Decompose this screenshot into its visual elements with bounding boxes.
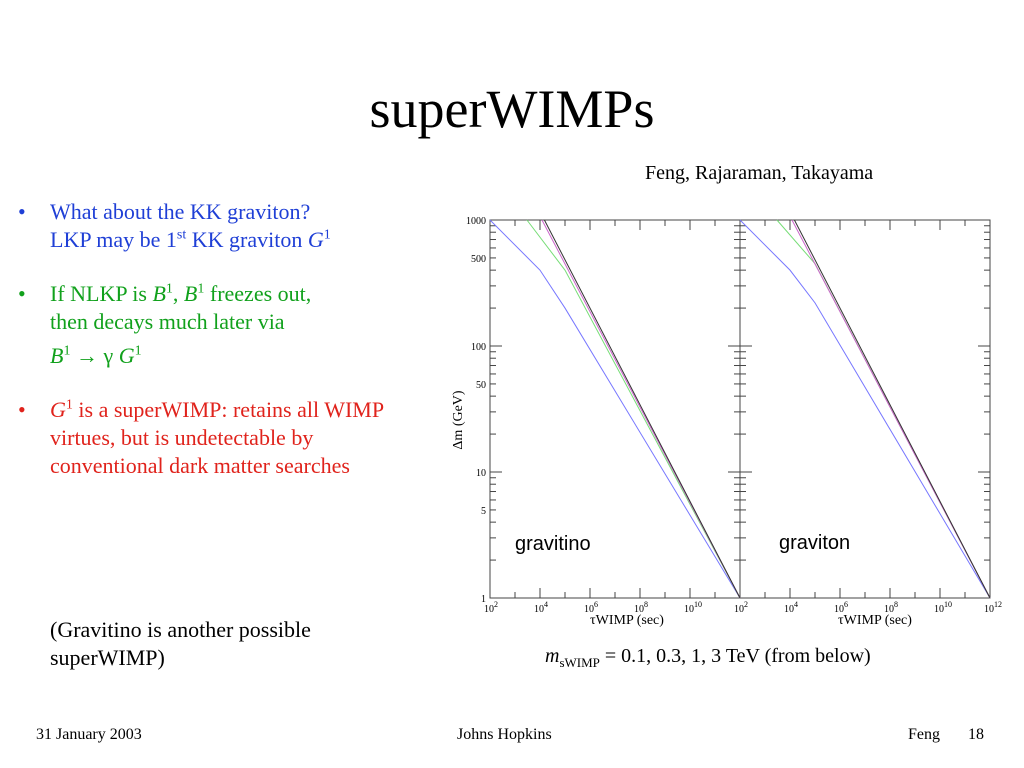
text: = 0.1, 0.3, 1, 3 TeV (from below) (599, 645, 871, 667)
author-credit: Feng, Rajaraman, Takayama (645, 162, 874, 184)
symbol: G (307, 227, 324, 252)
y-tick-label: 500 (471, 254, 486, 265)
bullet-marker: • (18, 199, 26, 224)
superscript: 1 (63, 343, 71, 359)
series-line-4 (543, 219, 741, 599)
y-axis-label: Δm (GeV) (451, 390, 466, 449)
footer-author: Feng (908, 726, 940, 743)
superscript: 1 (134, 343, 142, 359)
y-tick-label: 100 (471, 342, 486, 353)
bullet-kk-graviton: • What about the KK graviton? LKP may be… (18, 198, 418, 254)
y-tick-label: 1 (481, 594, 486, 605)
y-tick-label: 10 (476, 468, 486, 479)
y-tick-label: 5 (481, 506, 486, 517)
superscript: 1 (65, 397, 73, 413)
symbol: γ (103, 343, 114, 368)
x-tick-exponent: 8 (894, 600, 898, 609)
x-tick-label: 102 (484, 600, 498, 615)
bullet-list: • What about the KK graviton? LKP may be… (18, 198, 418, 506)
footer-venue: Johns Hopkins (457, 726, 552, 743)
x-tick-exponent: 12 (994, 600, 1002, 609)
text: KK graviton (186, 227, 308, 252)
arrow-icon: → (75, 343, 98, 368)
bullet-marker: • (18, 281, 26, 306)
x-tick-label: 1010 (684, 600, 702, 615)
x-tick-exponent: 10 (944, 600, 952, 609)
slide-title: superWIMPs (369, 79, 655, 139)
symbol: B (183, 281, 198, 306)
text: is a superWIMP: retains all WIMP virtues… (50, 397, 384, 478)
x-tick-label: 104 (534, 600, 548, 615)
superscript: 1 (165, 281, 173, 297)
x-tick-label: 104 (784, 600, 798, 615)
bullet-line: then decays much later via (50, 309, 285, 334)
x-tick-exponent: 4 (544, 600, 548, 609)
panel-label-graviton: graviton (779, 532, 851, 554)
bullet-marker: • (18, 397, 26, 422)
symbol: B (50, 343, 64, 368)
decay-formula: B1 → γ G1 (50, 342, 418, 370)
x-tick-exponent: 2 (744, 600, 748, 609)
panel-label-gravitino: gravitino (515, 533, 591, 555)
subscript: sWIMP (559, 655, 600, 670)
superscript: 1 (323, 227, 331, 243)
x-axis-label-right: τWIMP (sec) (838, 613, 912, 628)
plot-caption: msWIMP = 0.1, 0.3, 1, 3 TeV (from below) (545, 645, 871, 671)
text: LKP may be 1 (50, 227, 177, 252)
bullet-superwimp: • G1 is a superWIMP: retains all WIMP vi… (18, 396, 418, 480)
superscript: 1 (197, 281, 205, 297)
x-tick-exponent: 4 (794, 600, 798, 609)
bullet-line: G1 is a superWIMP: retains all WIMP virt… (50, 396, 418, 480)
plot-series (489, 219, 991, 599)
x-tick-exponent: 8 (644, 600, 648, 609)
text: , (172, 281, 184, 306)
text: freezes out, (204, 281, 312, 306)
symbol: m (545, 645, 560, 667)
x-axis-label-left: τWIMP (sec) (590, 613, 664, 628)
plot-ticks (489, 220, 991, 599)
bullet-line: What about the KK graviton? (50, 199, 311, 224)
text: If NLKP is (50, 281, 153, 306)
x-tick-exponent: 2 (494, 600, 498, 609)
series-line-4 (793, 219, 991, 599)
bullet-line: LKP may be 1st KK graviton G1 (50, 226, 418, 254)
symbol: G (118, 343, 135, 368)
y-tick-label: 50 (476, 380, 486, 391)
symbol: B (152, 281, 166, 306)
bullet-line: If NLKP is B1, B1 freezes out, (50, 280, 418, 308)
x-tick-exponent: 6 (844, 600, 848, 609)
x-tick-label: 1010 (934, 600, 952, 615)
x-tick-exponent: 6 (594, 600, 598, 609)
bullet-nlkp: • If NLKP is B1, B1 freezes out, then de… (18, 280, 418, 370)
x-tick-label: 102 (734, 600, 748, 615)
y-tick-label: 1000 (466, 216, 486, 227)
series-line-2 (526, 219, 741, 599)
series-line-1 (739, 219, 991, 599)
footer-page-number: 18 (968, 726, 984, 743)
gravitino-note: (Gravitino is another possible superWIMP… (50, 617, 311, 670)
footer-date: 31 January 2003 (36, 726, 142, 743)
series-line-1 (489, 219, 741, 599)
superscript: st (176, 227, 187, 243)
x-tick-label: 1012 (984, 600, 1002, 615)
plot-frame (739, 219, 991, 599)
symbol: G (50, 397, 66, 422)
x-tick-exponent: 10 (694, 600, 702, 609)
